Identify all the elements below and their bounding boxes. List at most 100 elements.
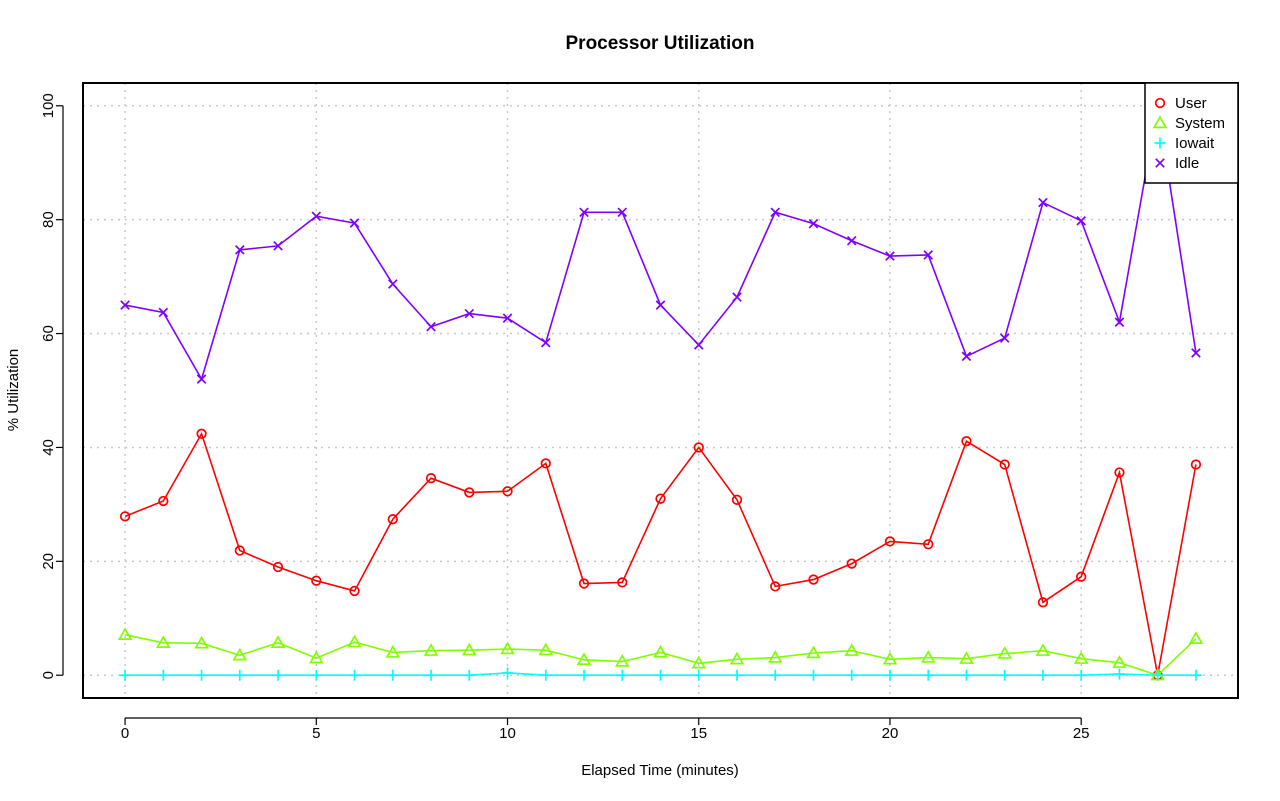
x-tick-label: 20 (882, 725, 899, 742)
data-point-idle (196, 374, 207, 384)
data-point-iowait (463, 669, 475, 681)
data-point-iowait (119, 669, 131, 681)
data-point-idle (808, 218, 819, 229)
data-point-idle (464, 308, 475, 319)
data-point-user (770, 581, 781, 592)
data-point-iowait (349, 669, 361, 681)
data-point-iowait (846, 669, 858, 681)
legend-box (1144, 82, 1239, 184)
y-tick-label: 80 (40, 211, 57, 228)
data-point-idle (1191, 348, 1201, 358)
data-point-iowait (502, 667, 514, 679)
data-point-idle (999, 333, 1010, 343)
data-point-system (500, 641, 515, 655)
data-point-system (1035, 643, 1051, 656)
data-point-system (1112, 655, 1127, 668)
data-point-iowait (234, 669, 246, 681)
data-point-idle (961, 351, 972, 362)
data-point-idle (579, 207, 589, 218)
data-point-system (959, 651, 974, 664)
series-line-system (124, 634, 1197, 677)
data-point-system (997, 646, 1012, 659)
data-point-iowait (1190, 669, 1202, 681)
legend-marker-iowait (1154, 137, 1166, 149)
data-point-iowait (578, 669, 590, 681)
data-point-system (844, 643, 859, 656)
data-point-iowait (655, 669, 666, 681)
legend-label-user: User (1175, 95, 1207, 112)
data-point-system (423, 643, 439, 656)
data-point-idle (1114, 317, 1125, 327)
legend: User System Iowait Idle (1144, 82, 1239, 184)
data-point-system (767, 650, 783, 663)
data-point-user (999, 459, 1010, 470)
data-point-iowait (922, 669, 934, 681)
data-point-idle (273, 241, 283, 251)
data-point-idle (885, 251, 895, 261)
legend-marker-user (1154, 97, 1166, 109)
data-point-user (655, 493, 666, 504)
y-tick-label: 40 (40, 439, 57, 456)
data-point-user (272, 561, 284, 573)
y-tick-label: 0 (40, 671, 57, 679)
data-point-system (194, 635, 209, 649)
data-point-idle (846, 235, 857, 246)
data-point-system (691, 655, 707, 669)
data-point-system (385, 644, 401, 658)
data-point-iowait (387, 669, 399, 681)
data-point-user (119, 511, 131, 522)
data-point-idle (732, 292, 742, 302)
data-point-iowait (1075, 669, 1087, 681)
data-point-user (961, 436, 972, 447)
data-point-system (1188, 631, 1204, 644)
data-point-user (808, 574, 819, 585)
series-system (117, 627, 1204, 681)
data-point-idle (502, 313, 513, 323)
x-tick-label: 15 (690, 725, 707, 742)
data-point-idle (426, 321, 436, 332)
data-point-user (349, 585, 360, 597)
data-point-system (270, 635, 286, 648)
x-tick-label: 0 (121, 725, 129, 742)
data-point-iowait (693, 669, 705, 681)
data-point-system (653, 644, 668, 658)
data-point-system (309, 650, 324, 664)
data-point-idle (1076, 216, 1087, 226)
x-axis: 0 5 10 15 20 25 (121, 717, 1090, 742)
x-axis-label: Elapsed Time (minutes) (581, 762, 739, 779)
data-point-system (156, 635, 171, 648)
series-layer (117, 100, 1204, 681)
data-point-iowait (884, 669, 896, 681)
data-point-iowait (540, 669, 552, 681)
x-tick-label: 10 (499, 725, 516, 742)
data-point-user (425, 473, 437, 484)
data-point-user (578, 578, 590, 589)
y-tick-label: 100 (40, 93, 57, 118)
series-iowait (119, 667, 1202, 681)
data-point-user (1076, 571, 1087, 582)
data-point-idle (617, 207, 628, 218)
data-point-system (1073, 651, 1089, 664)
data-point-user (196, 428, 207, 439)
legend-marker-idle (1155, 158, 1165, 168)
data-point-user (158, 495, 169, 507)
data-point-system (729, 651, 745, 665)
data-point-idle (158, 307, 169, 318)
y-tick-label: 20 (40, 553, 57, 570)
data-point-user (884, 536, 896, 547)
grid (83, 83, 1238, 698)
data-point-user (311, 575, 322, 586)
series-line-idle (124, 105, 1197, 382)
data-point-user (1190, 459, 1202, 470)
data-point-user (617, 577, 628, 588)
data-point-user (464, 487, 475, 498)
legend-label-system: System (1175, 115, 1225, 132)
data-point-user (234, 545, 245, 556)
data-point-system (882, 651, 898, 665)
data-point-user (502, 486, 513, 497)
legend-label-iowait: Iowait (1175, 135, 1215, 152)
data-point-system (806, 645, 821, 659)
data-point-iowait (960, 669, 972, 681)
data-point-iowait (1113, 668, 1125, 680)
